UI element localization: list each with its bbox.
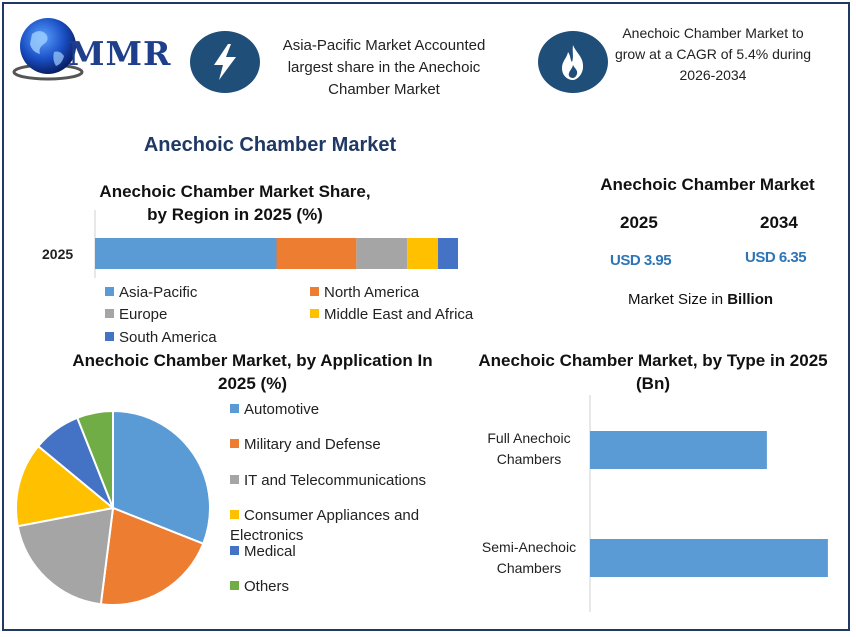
pie-slice-automotive (112, 409, 211, 546)
market-size-year-2034: 2034 (760, 213, 798, 232)
market-size-note-unit: Billion (727, 291, 774, 308)
application-pie-chart (15, 409, 211, 606)
legend-swatch (230, 581, 239, 590)
type-category-label-line: Chambers (496, 451, 562, 467)
application-legend-it-and-telecommunications: IT and Telecommunications (230, 471, 430, 491)
legend-swatch (310, 287, 319, 296)
legend-label: Automotive (244, 401, 320, 418)
application-chart-title: Anechoic Chamber Market, by Application … (72, 351, 433, 393)
market-size-note: Market Size in Billion (628, 291, 773, 308)
region-legend-asia-pacific: Asia-Pacific (105, 284, 197, 301)
application-legend-military-and-defense: Military and Defense (230, 435, 430, 455)
pie-slice-others (75, 409, 114, 509)
region-legend-south-america: South America (105, 329, 217, 346)
region-bar-segment-europe (356, 238, 408, 269)
market-size-title: Anechoic Chamber Market (600, 175, 815, 194)
application-legend-automotive: Automotive (230, 400, 430, 420)
region-bar-segment-middle-east-and-africa (407, 238, 439, 269)
lightning-bolt-icon (190, 31, 260, 93)
brand-name: MMR (68, 34, 172, 73)
region-stacked-bar-chart: 2025 (42, 210, 458, 278)
pie-slice-military-and-defense (99, 506, 205, 606)
legend-swatch (230, 510, 239, 519)
region-legend-middle-east-and-africa: Middle East and Africa (310, 306, 473, 323)
market-size-value-2025: USD 3.95 (610, 252, 672, 269)
legend-swatch (105, 332, 114, 341)
banner-left-text: Asia-Pacific Market Accounted largest sh… (282, 37, 486, 98)
legend-swatch (230, 404, 239, 413)
legend-label: South America (119, 329, 217, 346)
legend-swatch (310, 309, 319, 318)
legend-label: North America (324, 284, 420, 301)
pie-slice-it-and-telecommunications (16, 506, 115, 606)
type-category-label-semi-anechoic-chambers: Semi-Anechoic Chambers (470, 537, 588, 579)
flame-icon (538, 31, 608, 93)
banner-right-text: Anechoic Chamber Market to grow at a CAG… (614, 25, 812, 83)
legend-label: Consumer Appliances and Electronics (230, 507, 420, 544)
legend-label: Middle East and Africa (324, 306, 474, 323)
application-legend-others: Others (230, 577, 430, 597)
legend-label: IT and Telecommunications (244, 472, 427, 489)
pie-slice-consumer-appliances-and-electronics (15, 444, 116, 528)
main-title: Anechoic Chamber Market (143, 134, 397, 156)
legend-label: Europe (119, 306, 168, 323)
market-size-year-2025: 2025 (620, 213, 658, 232)
region-legend-europe: Europe (105, 306, 167, 323)
type-category-label-line: Semi-Anechoic (481, 539, 577, 555)
type-category-label-line: Full Anechoic (487, 430, 571, 446)
legend-label: Asia-Pacific (119, 284, 198, 301)
type-category-label-full-anechoic-chambers: Full Anechoic Chambers (470, 428, 588, 470)
application-legend-consumer-appliances-and-electronics: Consumer Appliances and Electronics (230, 506, 430, 546)
type-bar-full-anechoic-chambers (590, 431, 767, 469)
application-legend-medical: Medical (230, 542, 430, 562)
globe-icon (12, 18, 84, 81)
type-chart-title: Anechoic Chamber Market, by Type in 2025… (478, 351, 828, 393)
market-size-value-2034: USD 6.35 (745, 249, 807, 266)
legend-swatch (105, 309, 114, 318)
legend-swatch (230, 546, 239, 555)
type-bar-semi-anechoic-chambers (590, 539, 828, 577)
region-bar-segment-north-america (276, 238, 357, 269)
region-category-label: 2025 (42, 246, 73, 262)
legend-label: Military and Defense (244, 436, 381, 453)
market-size-note-prefix: Market Size in (628, 291, 728, 308)
region-legend-north-america: North America (310, 284, 419, 301)
region-chart-title: Anechoic Chamber Market Share, by Region… (99, 182, 371, 224)
type-category-label-line: Chambers (496, 560, 562, 576)
legend-label: Medical (244, 543, 296, 560)
mmr-logo: MMR (10, 12, 170, 84)
legend-swatch (230, 475, 239, 484)
legend-label: Others (244, 578, 290, 595)
region-bar-segment-south-america (438, 238, 458, 269)
legend-swatch (230, 439, 239, 448)
type-bar-chart (589, 395, 828, 612)
region-bar-segment-asia-pacific (95, 238, 277, 269)
legend-swatch (105, 287, 114, 296)
